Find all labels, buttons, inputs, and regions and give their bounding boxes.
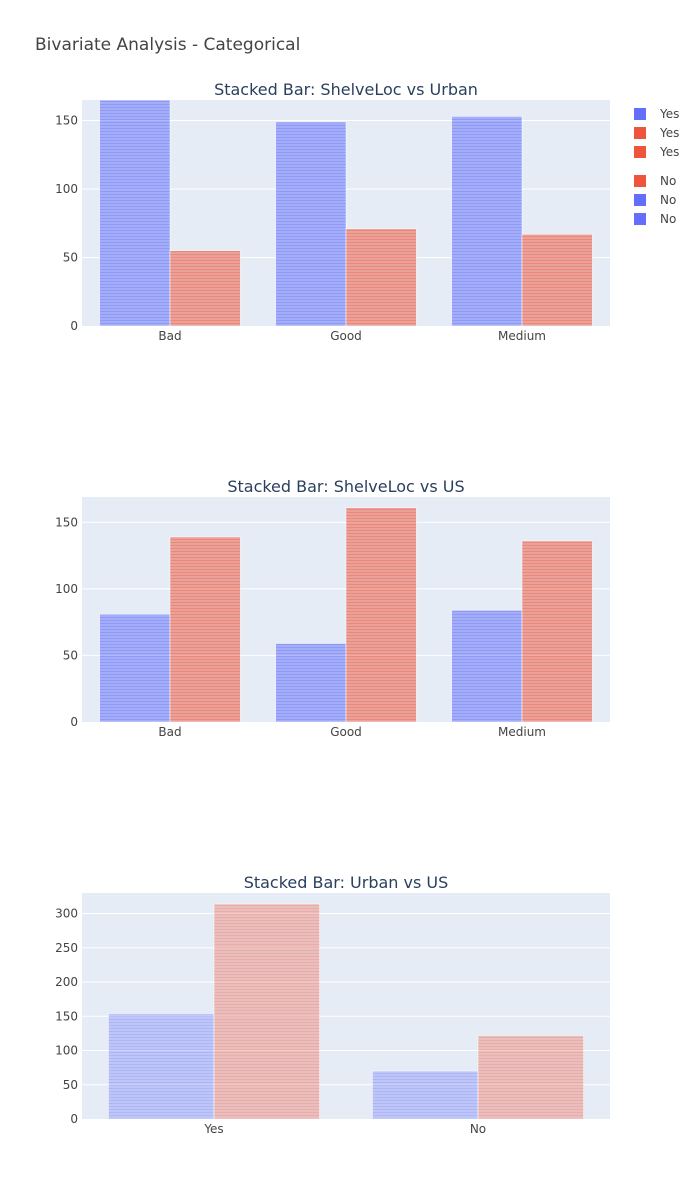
bar-medium-2[interactable] (521, 540, 593, 723)
x-tick-label: Bad (158, 725, 181, 739)
legend-label: Yes (659, 145, 679, 159)
bar-good-2[interactable] (345, 507, 417, 723)
figure-title: Bivariate Analysis - Categorical (35, 35, 300, 55)
legend-item[interactable]: Yes (634, 126, 679, 140)
legend-label: Yes (659, 107, 679, 121)
legend-label: No (660, 193, 676, 207)
legend-item[interactable]: Yes (634, 145, 679, 159)
x-tick-label: Good (330, 329, 362, 343)
legend-item[interactable]: No (634, 174, 676, 188)
y-tick-label: 200 (55, 975, 78, 989)
legend-swatch (634, 146, 646, 158)
bar-medium-1[interactable] (451, 116, 523, 327)
x-tick-label: Medium (498, 329, 546, 343)
x-tick-label: No (470, 1122, 486, 1136)
bar-yes-2[interactable] (213, 903, 320, 1120)
subplot-title: Stacked Bar: ShelveLoc vs US (227, 477, 464, 496)
y-tick-label: 50 (63, 1078, 78, 1092)
bar-yes-1[interactable] (108, 1013, 215, 1120)
subplot-2: 0 50 100 150 Stacked Bar: ShelveLoc vs US Bad… (55, 477, 610, 739)
y-tick-label: 100 (55, 182, 78, 196)
bar-bad-2[interactable] (169, 250, 241, 327)
y-tick-label: 150 (55, 114, 78, 128)
legend-label: No (660, 174, 676, 188)
subplot-title: Stacked Bar: Urban vs US (244, 873, 449, 892)
bar-medium-2[interactable] (521, 233, 593, 327)
legend-swatch (634, 127, 646, 139)
x-tick-label: Bad (158, 329, 181, 343)
legend-swatch (634, 194, 646, 206)
charts: 0 50 100 150 Stacked Bar: ShelveLoc vs Urban… (55, 80, 610, 1136)
legend-item[interactable]: No (634, 193, 676, 207)
y-tick-label: 100 (55, 582, 78, 596)
legend-label: No (660, 212, 676, 226)
bar-good-1[interactable] (275, 643, 347, 723)
subplot-1: 0 50 100 150 Stacked Bar: ShelveLoc vs Urban… (55, 80, 610, 343)
x-tick-label: Good (330, 725, 362, 739)
y-tick-label: 0 (70, 715, 78, 729)
y-tick-label: 0 (70, 319, 78, 333)
y-tick-label: 50 (63, 648, 78, 662)
legend-swatch (634, 175, 646, 187)
bar-good-2[interactable] (345, 228, 417, 327)
bar-medium-1[interactable] (451, 609, 523, 723)
legend-item[interactable]: Yes (634, 107, 679, 121)
bar-bad-1[interactable] (99, 613, 171, 723)
y-tick-label: 300 (55, 907, 78, 921)
legend-swatch (634, 108, 646, 120)
legend[interactable]: Yes Yes Yes No No No (634, 107, 679, 226)
x-tick-label: Medium (498, 725, 546, 739)
y-tick-label: 250 (55, 941, 78, 955)
subplot-title: Stacked Bar: ShelveLoc vs Urban (214, 80, 478, 99)
y-tick-label: 0 (70, 1112, 78, 1126)
bar-no-1[interactable] (372, 1070, 479, 1120)
legend-label: Yes (659, 126, 679, 140)
bar-no-2[interactable] (477, 1035, 584, 1120)
y-tick-label: 100 (55, 1044, 78, 1058)
bar-bad-1[interactable] (99, 99, 171, 327)
bar-bad-2[interactable] (169, 536, 241, 723)
y-tick-label: 150 (55, 515, 78, 529)
x-tick-label: Yes (203, 1122, 223, 1136)
legend-swatch (634, 213, 646, 225)
subplot-3: 0 50 100 150 200 250 300 Stacked Bar: Urban vs … (55, 873, 610, 1136)
y-tick-label: 150 (55, 1009, 78, 1023)
y-tick-label: 50 (63, 251, 78, 265)
legend-item[interactable]: No (634, 212, 676, 226)
bar-good-1[interactable] (275, 121, 347, 327)
